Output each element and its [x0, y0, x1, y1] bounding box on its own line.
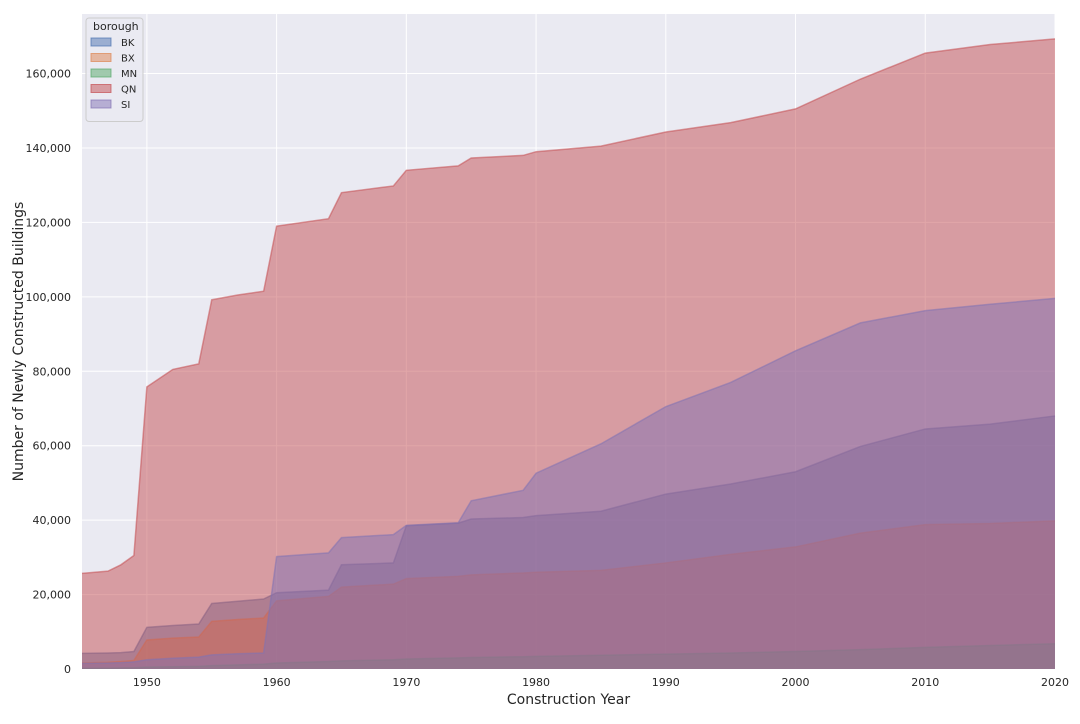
- y-tick-label: 140,000: [26, 142, 72, 155]
- x-tick-label: 1960: [263, 676, 291, 689]
- area-si: [82, 298, 1055, 669]
- y-tick-label: 80,000: [33, 365, 72, 378]
- y-tick-label: 100,000: [26, 291, 72, 304]
- x-axis-label: Construction Year: [507, 692, 630, 708]
- legend: borough BK BX MN QN SI: [85, 17, 144, 122]
- y-tick-label: 40,000: [33, 514, 72, 527]
- y-axis-label: Number of Newly Constructed Buildings: [11, 202, 27, 482]
- series-areas: [81, 38, 1056, 670]
- y-tick-label: 120,000: [26, 216, 72, 229]
- legend-label-qn: QN: [121, 85, 136, 96]
- legend-label-si: SI: [121, 100, 130, 111]
- legend-label-bx: BX: [121, 54, 135, 65]
- axes: 1950 1960 1970 1980 1990 2000 2010 2020 0 20,000 4…: [26, 68, 1070, 689]
- x-tick-label: 2020: [1041, 676, 1069, 689]
- legend-label-bk: BK: [121, 38, 135, 49]
- area-edge-si: [81, 297, 1056, 665]
- legend-title: borough: [93, 20, 139, 33]
- legend-swatch-si: [90, 99, 112, 109]
- y-tick-label: 60,000: [33, 440, 72, 453]
- x-tick-label: 1950: [133, 676, 161, 689]
- x-tick-label: 1990: [652, 676, 680, 689]
- legend-swatch-bx: [90, 53, 112, 62]
- x-tick-label: 2010: [911, 676, 939, 689]
- x-tick-label: 1970: [392, 676, 420, 689]
- legend-label-mn: MN: [121, 69, 137, 80]
- legend-swatch-mn: [90, 68, 112, 78]
- y-tick-label: 160,000: [26, 68, 72, 81]
- legend-swatch-qn: [90, 84, 112, 93]
- legend-swatch-bk: [90, 37, 112, 47]
- y-tick-label: 0: [64, 663, 71, 676]
- y-tick-label: 20,000: [33, 589, 72, 602]
- x-tick-label: 1980: [522, 676, 550, 689]
- area-edge-qn: [81, 38, 1056, 575]
- x-tick-label: 2000: [782, 676, 810, 689]
